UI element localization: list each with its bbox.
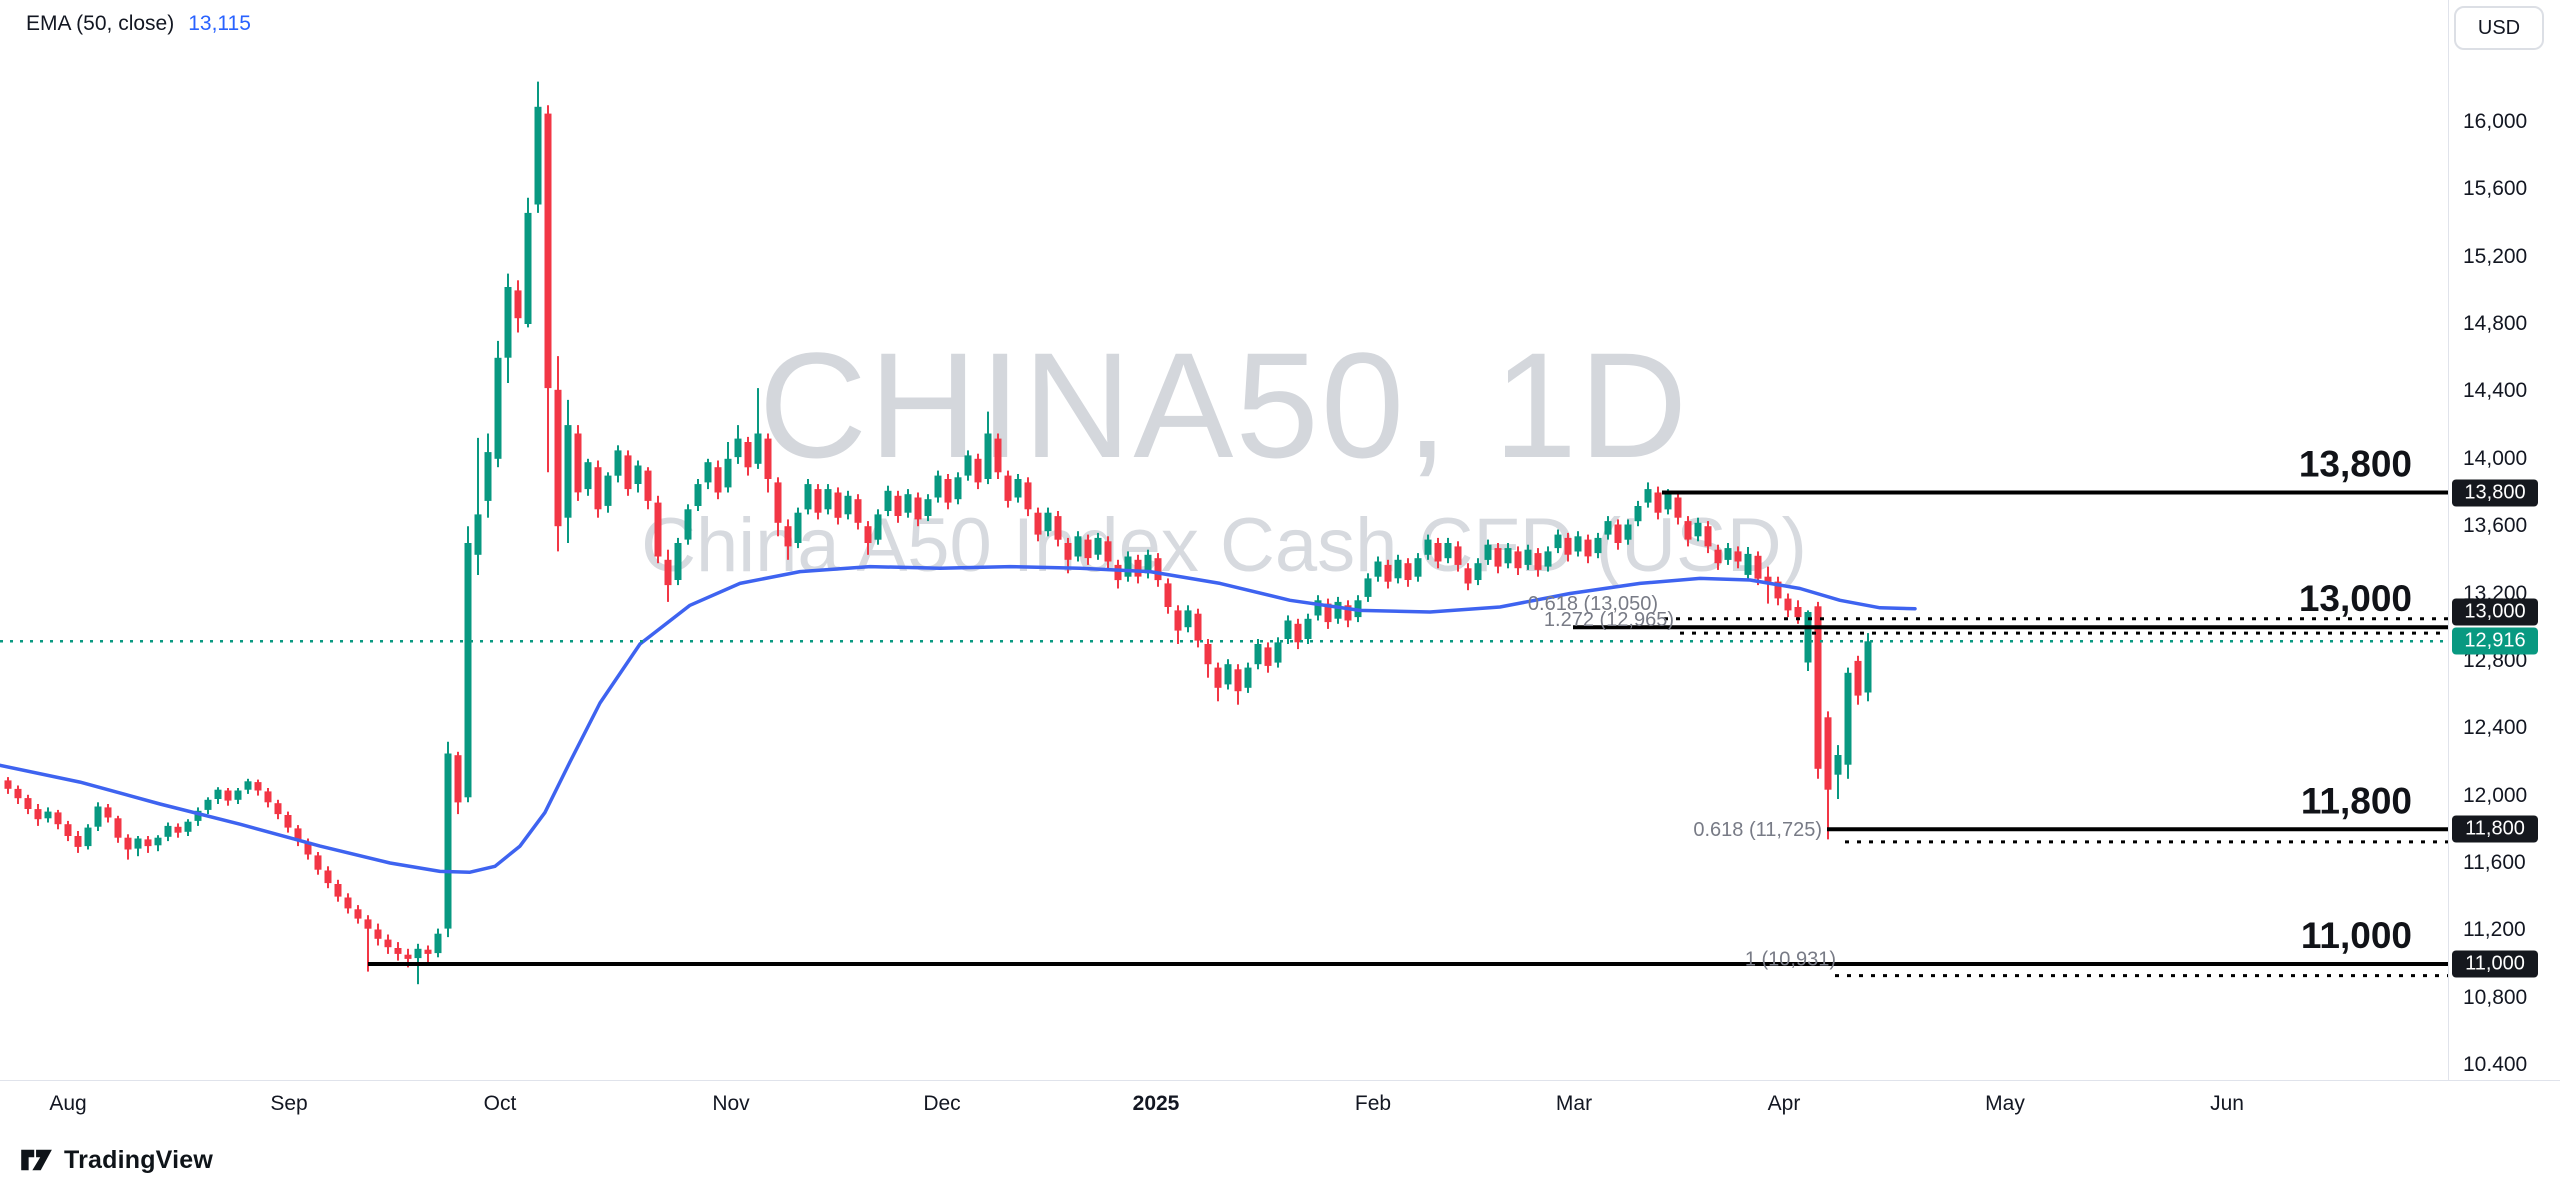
price-tick-label: 10.400 bbox=[2463, 1053, 2528, 1076]
price-level-badge: 13,800 bbox=[2452, 479, 2538, 506]
currency-label: USD bbox=[2477, 16, 2521, 39]
price-axis[interactable]: 16,000 15,600 15,200 14,800 14,400 14,000 13,6… bbox=[2448, 0, 2560, 1080]
time-tick-label: Oct bbox=[483, 1091, 517, 1115]
currency-toggle-button[interactable]: USD bbox=[2454, 6, 2544, 50]
price-tick-label: 16,000 bbox=[2463, 110, 2528, 133]
time-tick-label: Apr bbox=[1767, 1091, 1801, 1115]
price-tick-label: 10,800 bbox=[2463, 985, 2528, 1009]
ema-line bbox=[0, 564, 1917, 874]
price-level-badge: 11,800 bbox=[2452, 815, 2538, 843]
tradingview-logo-icon[interactable] bbox=[20, 1147, 54, 1173]
time-axis[interactable]: Aug Sep Oct Nov Dec 2025 Feb Mar Apr May Jun bbox=[0, 1080, 2560, 1127]
fib-label: 0.618 (13,050) bbox=[1528, 593, 1658, 615]
candlestick-series bbox=[4, 81, 1872, 985]
price-tick-label: 14,400 bbox=[2463, 379, 2528, 403]
time-tick-label: 2025 bbox=[1132, 1091, 1180, 1115]
time-tick-label: Aug bbox=[49, 1091, 87, 1115]
time-tick-label: Feb bbox=[1354, 1091, 1392, 1115]
price-tick-label: 12,000 bbox=[2463, 783, 2528, 807]
price-level-badge: 13,000 bbox=[2452, 598, 2538, 626]
price-tick-label: 11,600 bbox=[2463, 851, 2526, 874]
price-tick-label: 12,400 bbox=[2463, 716, 2528, 740]
indicator-legend[interactable]: EMA (50, close) 13,115 bbox=[26, 12, 251, 36]
price-level-badge: 11,000 bbox=[2452, 950, 2538, 978]
time-tick-label: Nov bbox=[712, 1091, 750, 1115]
time-tick-label: Dec bbox=[923, 1091, 961, 1115]
level-label: 13,000 bbox=[2299, 578, 2412, 619]
footer-bar: TradingView bbox=[0, 1126, 2560, 1194]
level-label: 13,800 bbox=[2299, 444, 2412, 485]
level-label: 11,000 bbox=[2301, 915, 2412, 956]
indicator-name-label: EMA (50, close) bbox=[26, 12, 175, 35]
price-tick-label: 15,600 bbox=[2463, 177, 2528, 201]
tradingview-brand-text[interactable]: TradingView bbox=[64, 1145, 214, 1174]
time-tick-label: Jun bbox=[2210, 1091, 2244, 1115]
chart-canvas[interactable]: 13,800 13,000 11,800 11,000 0.618 (13,050)1.… bbox=[0, 0, 2448, 1080]
price-tick-label: 15,200 bbox=[2463, 244, 2528, 268]
time-tick-label: May bbox=[1985, 1091, 2025, 1115]
price-tick-label: 14,800 bbox=[2463, 312, 2528, 336]
price-tick-label: 13,600 bbox=[2463, 514, 2528, 538]
time-tick-label: Mar bbox=[1555, 1091, 1593, 1115]
indicator-value: 13,115 bbox=[188, 12, 251, 35]
time-tick-label: Sep bbox=[270, 1091, 308, 1115]
fib-label: 0.618 (11,725) bbox=[1693, 819, 1822, 841]
current-price-badge: 12,916 bbox=[2452, 627, 2538, 655]
fib-label: 1 (10,931) bbox=[1745, 949, 1836, 971]
price-tick-label: 11,200 bbox=[2463, 918, 2526, 942]
level-label: 11,800 bbox=[2301, 780, 2412, 821]
price-tick-label: 14,000 bbox=[2463, 446, 2528, 470]
fib-label: 1.272 (12,965) bbox=[1544, 609, 1674, 631]
